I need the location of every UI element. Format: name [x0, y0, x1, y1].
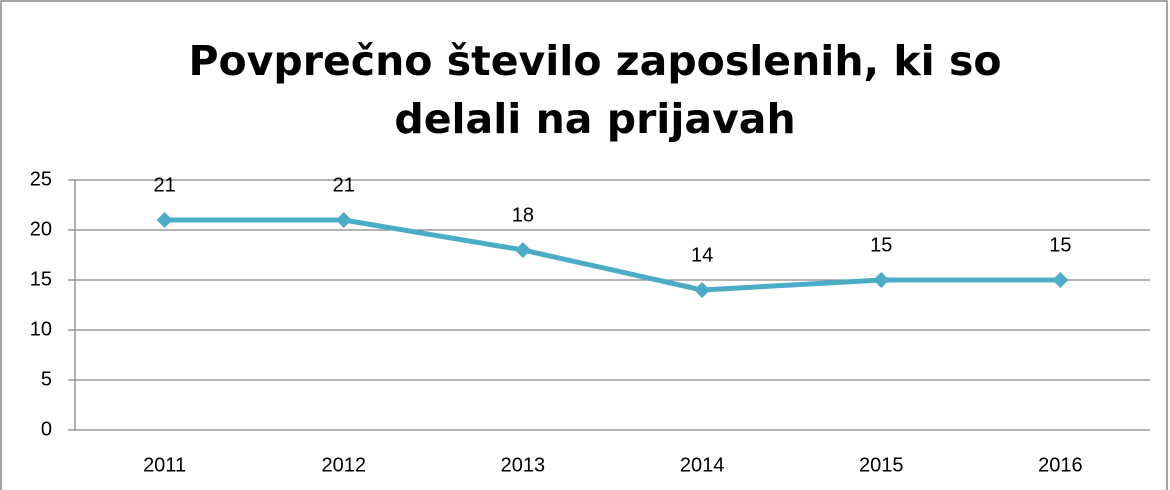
data-label: 15: [1049, 234, 1071, 256]
marker: [156, 212, 173, 228]
marker: [873, 272, 890, 288]
y-tick-label: 20: [30, 218, 52, 240]
data-label: 21: [333, 174, 355, 196]
marker: [1052, 272, 1069, 288]
y-tick-label: 5: [41, 368, 52, 390]
data-label: 21: [153, 174, 175, 196]
x-tick-label: 2014: [680, 454, 725, 476]
y-tick-label: 15: [30, 268, 52, 290]
y-tick-label: 10: [30, 318, 52, 340]
y-tick-label: 0: [41, 418, 52, 440]
x-tick-label: 2015: [859, 454, 904, 476]
marker: [335, 212, 352, 228]
x-tick-label: 2013: [501, 454, 546, 476]
x-tick-label: 2016: [1038, 454, 1083, 476]
y-tick-label: 25: [30, 168, 52, 190]
line-series: [164, 217, 1061, 293]
chart-title: Povprečno število zaposlenih, ki so dela…: [188, 37, 1002, 143]
marker: [694, 282, 711, 298]
data-label: 15: [870, 234, 892, 256]
data-label: 18: [512, 204, 534, 226]
marker: [514, 242, 531, 258]
x-tick-label: 2012: [322, 454, 367, 476]
data-label: 14: [691, 244, 713, 266]
x-tick-label: 2011: [143, 454, 186, 476]
